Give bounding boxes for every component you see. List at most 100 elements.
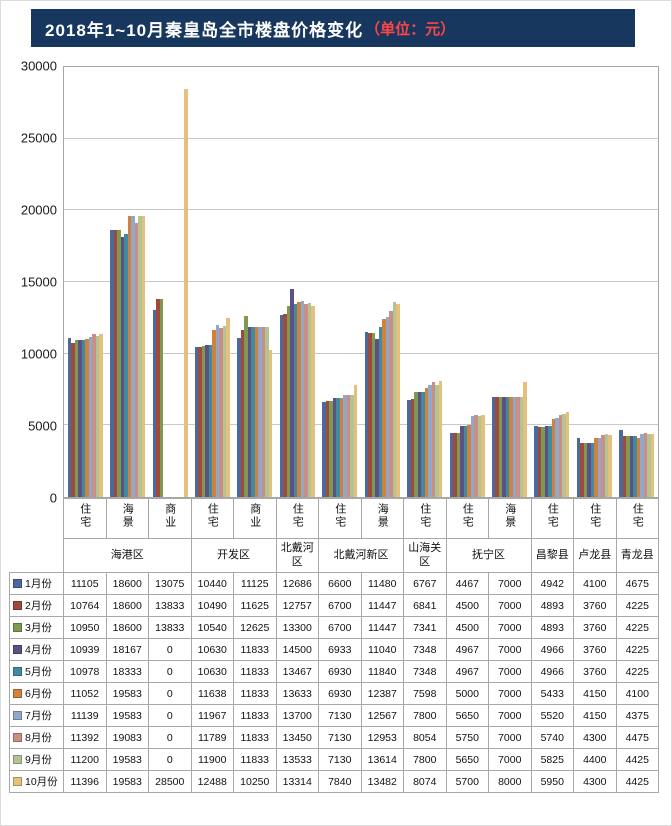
- category-type-cell: 海景: [360, 498, 404, 539]
- bar-1月份: [576, 438, 581, 497]
- value-cell: 10630: [190, 638, 234, 661]
- legend-swatch: [13, 645, 22, 654]
- value-cell: 5650: [445, 748, 489, 771]
- bar-10月份: [268, 350, 273, 497]
- bar-1月份: [110, 230, 114, 497]
- bar-6月份: [551, 419, 556, 497]
- value-cell: 12567: [360, 704, 404, 727]
- bar-1月份: [279, 315, 284, 497]
- gridline: [64, 352, 658, 354]
- value-cell: 19583: [105, 682, 149, 705]
- bar-1月份: [407, 400, 411, 497]
- category-type-label: 住宅: [631, 503, 644, 529]
- bar-10月份: [396, 303, 400, 497]
- bar-2月份: [71, 342, 75, 497]
- value-cell: 4300: [573, 770, 617, 793]
- bar-8月份: [219, 328, 223, 497]
- bar-4月份: [460, 425, 464, 497]
- value-cell: 18333: [105, 660, 149, 683]
- bar-4月份: [247, 327, 252, 497]
- bar-8月份: [134, 223, 139, 497]
- bar-1月份: [152, 309, 157, 497]
- value-cell: 4893: [530, 616, 574, 639]
- value-cell: 13075: [148, 572, 192, 595]
- value-cell: 13300: [275, 616, 319, 639]
- value-cell: 12686: [275, 572, 319, 595]
- bar-3月份: [371, 332, 376, 497]
- bar-2月份: [453, 432, 457, 497]
- bar-10月份: [99, 333, 103, 497]
- value-cell: 11447: [360, 616, 404, 639]
- gridline: [64, 209, 658, 211]
- value-cell: 5825: [530, 748, 574, 771]
- data-table: 住宅 海景 商业 住宅 商业 住宅 住宅 海景 住宅 住宅 海景 住宅 住宅 住宅 海港区 开发区 北戴河区 北戴…: [9, 498, 659, 793]
- value-cell: 6600: [318, 572, 362, 595]
- bar-1月份: [534, 426, 538, 497]
- category-type-label: 住宅: [78, 503, 91, 529]
- bar-5月份: [378, 327, 383, 497]
- value-cell: 4500: [445, 616, 489, 639]
- value-cell: 5750: [445, 726, 489, 749]
- chart-title: 2018年1~10月秦皇岛全市楼盘价格变化: [45, 20, 364, 40]
- value-cell: 4966: [530, 638, 574, 661]
- table-row: 2月份 10764 18600 13833 10490 11625 12757 6700 114…: [9, 594, 659, 617]
- value-cell: 4893: [530, 594, 574, 617]
- value-cell: 11447: [360, 594, 404, 617]
- bar-3月份: [329, 400, 333, 497]
- bar-3月份: [583, 443, 588, 497]
- bar-3月份: [456, 432, 460, 497]
- value-cell: 10440: [190, 572, 234, 595]
- bar-3月份: [286, 306, 291, 497]
- value-cell: 0: [148, 682, 192, 705]
- bar-5月份: [505, 396, 510, 497]
- value-cell: 13450: [275, 726, 319, 749]
- value-cell: 4425: [615, 770, 659, 793]
- month-label: 5月份: [25, 666, 52, 678]
- category-type-cell: 海景: [105, 498, 149, 539]
- month-cell: 6月份: [9, 682, 64, 705]
- category-type-label: 海景: [376, 503, 389, 529]
- bar-2月份: [368, 332, 372, 497]
- bar-9月份: [138, 216, 142, 497]
- table-row: 10月份 11396 19583 28500 12488 10250 13314 7840 13…: [9, 770, 659, 793]
- bar-2月份: [113, 230, 118, 497]
- category-type-cell: 住宅: [63, 498, 107, 539]
- bar-4月份: [417, 391, 422, 497]
- value-cell: 18600: [105, 572, 149, 595]
- value-cell: 7800: [403, 748, 447, 771]
- value-cell: 7000: [488, 748, 532, 771]
- month-cell: 1月份: [9, 572, 64, 595]
- bar-5月份: [208, 344, 213, 497]
- table-row: 9月份 11200 19583 0 11900 11833 13533 7130 13614 78…: [9, 748, 659, 771]
- bar-5月份: [590, 443, 595, 497]
- value-cell: 3760: [573, 660, 617, 683]
- y-axis-label: 30000: [20, 58, 57, 74]
- category-type-label: 住宅: [588, 503, 601, 529]
- value-cell: 28500: [148, 770, 192, 793]
- value-cell: 11967: [190, 704, 234, 727]
- bar-1月份: [237, 337, 241, 497]
- value-cell: 10490: [190, 594, 234, 617]
- value-cell: 3760: [573, 616, 617, 639]
- value-cell: 11833: [233, 704, 277, 727]
- value-cell: 7000: [488, 704, 532, 727]
- bar-5月份: [251, 327, 255, 497]
- bar-2月份: [325, 400, 330, 497]
- bar-group: [488, 67, 530, 497]
- value-cell: 10978: [63, 660, 107, 683]
- category-type-cell: 住宅: [445, 498, 489, 539]
- value-cell: 11789: [190, 726, 234, 749]
- value-cell: 3760: [573, 638, 617, 661]
- bar-4月份: [290, 289, 294, 497]
- category-type-cell: 住宅: [318, 498, 362, 539]
- bar-6月份: [424, 388, 429, 497]
- value-cell: 11900: [190, 748, 234, 771]
- value-cell: 6767: [403, 572, 447, 595]
- bar-10月份: [438, 381, 443, 497]
- legend-swatch: [13, 601, 22, 610]
- value-cell: 7348: [403, 638, 447, 661]
- value-cell: 7130: [318, 726, 362, 749]
- value-cell: 4475: [615, 726, 659, 749]
- bar-group: [361, 67, 403, 497]
- bar-8月份: [389, 311, 393, 497]
